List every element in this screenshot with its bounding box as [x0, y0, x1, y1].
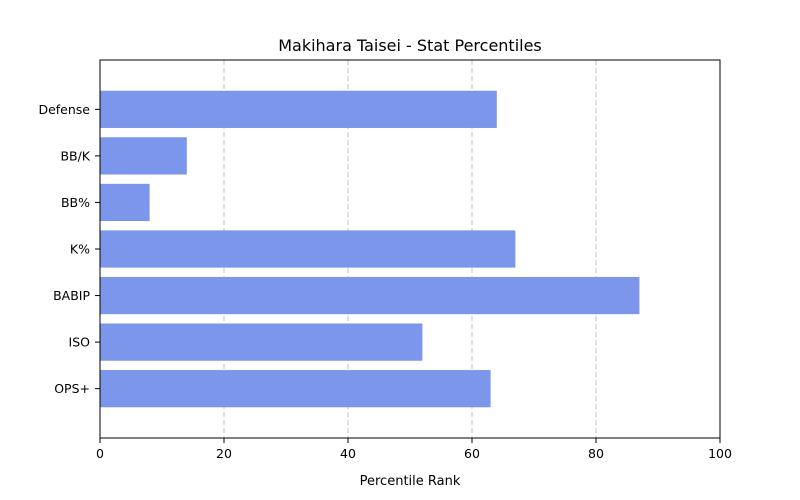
- bar-k: [100, 230, 516, 268]
- y-tick-label: BABIP: [53, 288, 90, 303]
- bar-bb-k: [100, 137, 187, 175]
- x-tick-label: 80: [588, 446, 604, 461]
- bar-defense: [100, 90, 497, 128]
- x-axis: 0 20 40 60 80 100: [96, 438, 732, 461]
- y-tick-label: BB/K: [60, 148, 90, 163]
- y-axis: Defense BB/K BB% K% BABIP ISO OPS+: [38, 102, 100, 396]
- y-tick-label: K%: [70, 242, 90, 257]
- bar-layer: [100, 90, 640, 408]
- x-tick-label: 20: [216, 446, 232, 461]
- bar-bb: [100, 183, 150, 222]
- x-tick-label: 40: [340, 446, 356, 461]
- y-tick-label: Defense: [38, 102, 90, 117]
- x-tick-label: 0: [96, 446, 104, 461]
- x-tick-label: 100: [708, 446, 732, 461]
- x-axis-label: Percentile Rank: [360, 474, 461, 489]
- chart-title: Makihara Taisei - Stat Percentiles: [278, 36, 542, 55]
- x-tick-label: 60: [464, 446, 480, 461]
- bar-babip: [100, 276, 640, 315]
- y-tick-label: BB%: [61, 195, 90, 210]
- y-tick-label: ISO: [69, 335, 91, 350]
- y-tick-label: OPS+: [54, 381, 90, 396]
- bar-ops: [100, 370, 491, 408]
- bar-iso: [100, 323, 423, 361]
